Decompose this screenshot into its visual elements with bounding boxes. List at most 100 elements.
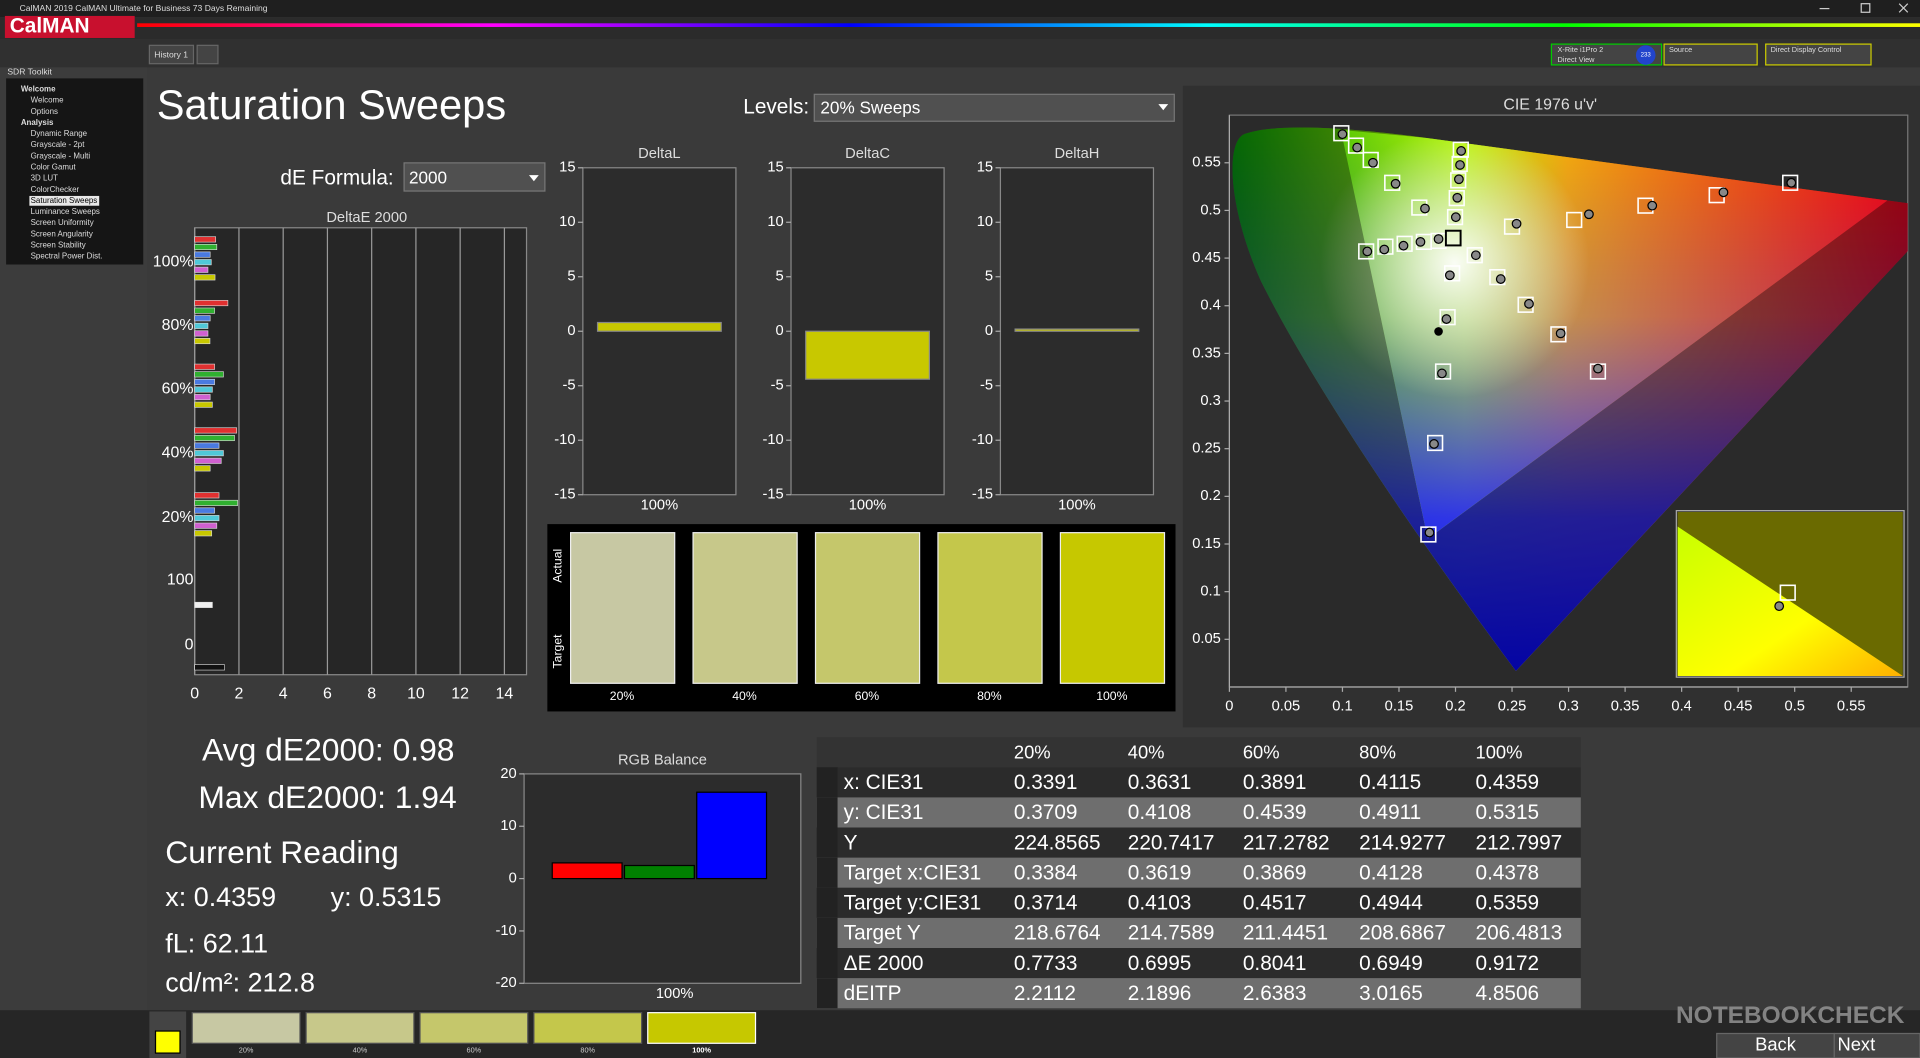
bar	[194, 507, 215, 514]
x-tick-label: 100%	[641, 498, 679, 514]
table-cell: 211.4451	[1243, 922, 1328, 945]
target-point	[1434, 363, 1452, 380]
x-tick-label: 4	[279, 686, 288, 703]
bar	[194, 450, 224, 457]
bar	[194, 394, 211, 401]
history-tab[interactable]	[148, 44, 195, 65]
target-point	[1466, 247, 1483, 264]
sidebar-item[interactable]: Saturation Sweeps	[31, 196, 98, 205]
table-cell: 0.8041	[1243, 952, 1307, 975]
formula-dropdown[interactable]	[403, 162, 546, 192]
meter-mode: Direct View	[1558, 55, 1596, 64]
back-label[interactable]: Back	[1755, 1034, 1797, 1055]
reading-heading: Current Reading	[165, 834, 399, 870]
source-box[interactable]	[1663, 43, 1758, 66]
footer-swatch[interactable]	[419, 1012, 529, 1044]
column-header: 20%	[1014, 741, 1051, 762]
y-tick-label: -10	[496, 923, 517, 939]
sidebar-title: SDR Toolkit	[7, 67, 52, 77]
back-button[interactable]	[1716, 1032, 1835, 1058]
row-label: Y	[844, 831, 858, 854]
measured-point	[1352, 142, 1363, 153]
table-header-bg	[816, 737, 1581, 768]
dropdown-arrow	[1158, 104, 1169, 111]
x-tick-label: 0.55	[1837, 698, 1866, 714]
bar	[194, 307, 215, 314]
table-row	[816, 948, 1581, 979]
formula-value[interactable]: 2000	[409, 167, 447, 187]
target-point	[1566, 211, 1583, 229]
y-tick-label: 10	[559, 214, 575, 230]
sidebar-item[interactable]: Luminance Sweeps	[31, 207, 100, 216]
display-box[interactable]	[1765, 43, 1872, 66]
footer-swatch[interactable]	[647, 1012, 757, 1044]
sidebar-item[interactable]: Options	[31, 107, 58, 116]
bar	[596, 321, 722, 332]
measured-point	[1584, 209, 1594, 220]
meter-name: X-Rite i1Pro 2	[1558, 45, 1604, 54]
table-row	[816, 797, 1581, 828]
x-tick-label: 0.4	[1671, 698, 1691, 714]
chart-title: DeltaL	[638, 146, 680, 162]
bar	[194, 371, 224, 378]
bar	[194, 330, 209, 337]
target-point	[1452, 141, 1469, 158]
table-cell: 212.7997	[1476, 831, 1563, 854]
y-tick-label: 10	[500, 818, 516, 834]
row-label: dEITP	[844, 982, 902, 1005]
y-tick-label: 0	[776, 323, 784, 339]
levels-dropdown[interactable]	[813, 93, 1175, 122]
color-swatch	[692, 532, 798, 684]
target-point	[1362, 151, 1379, 169]
y-tick-label: 0	[985, 323, 993, 339]
sidebar-item[interactable]: Dynamic Range	[31, 129, 88, 138]
sidebar-item[interactable]: Color Gamut	[31, 163, 77, 172]
table-cell: 0.3714	[1014, 892, 1078, 915]
swatch-label: 20%	[610, 689, 635, 703]
x-tick-label: 100%	[656, 986, 694, 1002]
history-tab-label[interactable]: History 1	[154, 49, 188, 59]
sidebar-item[interactable]: Grayscale - 2pt	[31, 140, 86, 149]
bar	[194, 338, 211, 345]
current-color	[154, 1030, 181, 1054]
sidebar-item[interactable]: Welcome	[21, 85, 56, 94]
color-swatch	[814, 532, 921, 684]
window-control	[1898, 3, 1909, 13]
table-cell: 208.6867	[1359, 922, 1446, 945]
levels-value[interactable]: 20% Sweeps	[820, 98, 920, 118]
measured-point	[1362, 246, 1373, 257]
target-point	[1550, 326, 1567, 343]
y-tick-label: 80%	[162, 317, 194, 334]
logo-box[interactable]	[4, 15, 135, 38]
sidebar-item[interactable]: Screen Angularity	[31, 229, 93, 238]
footer-swatch[interactable]	[305, 1012, 415, 1044]
bar	[194, 435, 235, 442]
sidebar-item[interactable]: Grayscale - Multi	[31, 151, 91, 160]
footer-swatch-label: 80%	[580, 1046, 595, 1055]
footer-swatch-label: 60%	[467, 1046, 482, 1055]
sidebar-item[interactable]: 3D LUT	[31, 174, 58, 183]
chart-title: DeltaH	[1054, 146, 1099, 162]
sidebar-item[interactable]: ColorChecker	[31, 185, 80, 194]
bar	[194, 465, 211, 472]
inset-target	[1779, 584, 1796, 601]
sidebar-item[interactable]: Welcome	[31, 96, 65, 105]
tab-add[interactable]	[196, 44, 219, 65]
bar	[194, 259, 212, 266]
sidebar-item[interactable]: Screen Uniformity	[31, 218, 94, 227]
column-header: 100%	[1476, 741, 1523, 762]
bar	[194, 266, 209, 273]
next-label[interactable]: Next	[1837, 1034, 1875, 1055]
logo[interactable]: CalMAN	[10, 14, 90, 37]
sidebar-item[interactable]: Analysis	[21, 118, 54, 127]
meter-box[interactable]	[1550, 43, 1663, 66]
row-marker	[816, 797, 838, 828]
sidebar-item[interactable]: Spectral Power Dist.	[31, 252, 103, 261]
chart-title: DeltaC	[845, 146, 890, 162]
x-tick-label: 14	[496, 686, 514, 703]
sidebar-item[interactable]: Screen Stability	[31, 241, 86, 250]
footer-swatch[interactable]	[191, 1012, 301, 1044]
footer-swatch[interactable]	[533, 1012, 643, 1044]
measured-point	[1456, 146, 1467, 156]
